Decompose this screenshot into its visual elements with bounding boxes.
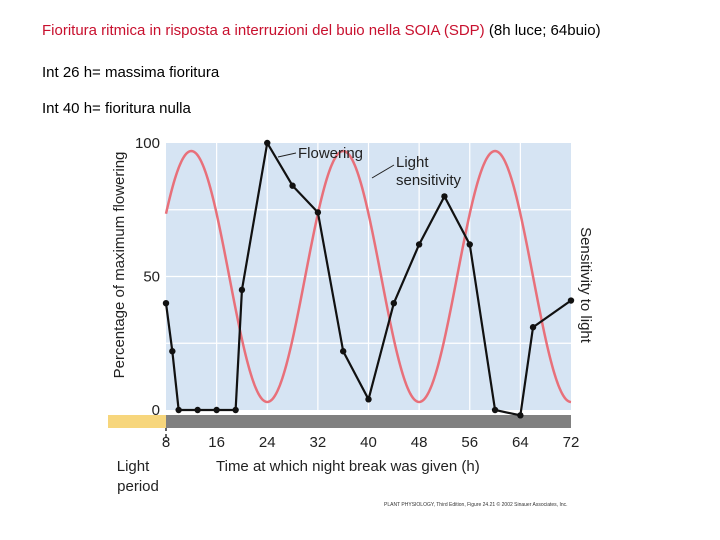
flowering-point [175,406,182,414]
series-light-sensitivity-line [164,149,572,404]
legend-sensitivity-label-line1: Light [396,154,429,171]
slide-title-black: (8h luce; 64buio) [484,22,601,39]
flowering-chart: 0 50 100 8 16 24 32 40 48 56 64 72 Flowering Light… [108,135,594,495]
legend-flowering-leader [277,152,297,158]
y-axis-right-label: Sensitivity to light [577,227,594,344]
series-flowering-points [162,139,575,419]
flowering-point [466,241,473,248]
x-axis-label: Time at which night break was given (h) [216,458,480,475]
flowering-point [169,348,176,355]
y-tick-labels: 0 50 100 [135,135,160,419]
figure-credit: PLANT PHYSIOLOGY, Third Edition, Figure … [384,502,568,508]
flowering-point [264,139,271,147]
x-tick-label: 72 [563,434,580,451]
x-tick-label: 16 [208,434,225,451]
flowering-point [162,300,170,307]
y-axis-label: Percentage of maximum flowering [111,152,128,379]
x-tick-label: 32 [310,434,327,451]
flowering-point [232,406,239,414]
light-period-label-line1: Light [117,458,150,475]
x-tick-labels: 8 16 24 32 40 48 56 64 72 [162,434,580,451]
dark-period-bar [166,415,571,428]
flowering-point [415,241,423,248]
light-period-label-line2: period [117,478,159,495]
flowering-point [390,300,398,307]
flowering-point [517,412,524,419]
x-tick-label: 56 [461,434,478,451]
x-tick-label: 8 [162,434,170,451]
x-tick-label: 40 [360,434,377,451]
flowering-point [529,324,537,331]
flowering-point [238,286,246,294]
legend-sensitivity-label-line2: sensitivity [396,172,462,189]
flowering-point [567,297,575,304]
y-tick-label: 0 [152,402,160,419]
flowering-point [194,406,201,414]
slide-title-red: Fioritura ritmica in risposta a interruz… [42,22,485,39]
y-tick-label: 50 [143,269,160,286]
slide-title: Fioritura ritmica in risposta a interruz… [42,22,601,39]
flowering-point [441,193,448,200]
legend-flowering-label: Flowering [298,145,363,162]
flowering-point [491,406,499,414]
x-tick-label: 48 [411,434,428,451]
flowering-point [289,182,296,189]
light-period-bar [108,415,166,428]
flowering-point [213,406,220,414]
flowering-point [339,348,347,355]
y-tick-label: 100 [135,135,160,152]
note-max-flowering: Int 26 h= massima fioritura [42,64,220,81]
x-tick-label: 64 [512,434,529,451]
flowering-point [365,396,372,403]
flowering-point [314,209,322,216]
legend-sensitivity-leader [371,164,395,179]
x-tick-label: 24 [259,434,276,451]
note-no-flowering: Int 40 h= fioritura nulla [42,100,191,117]
